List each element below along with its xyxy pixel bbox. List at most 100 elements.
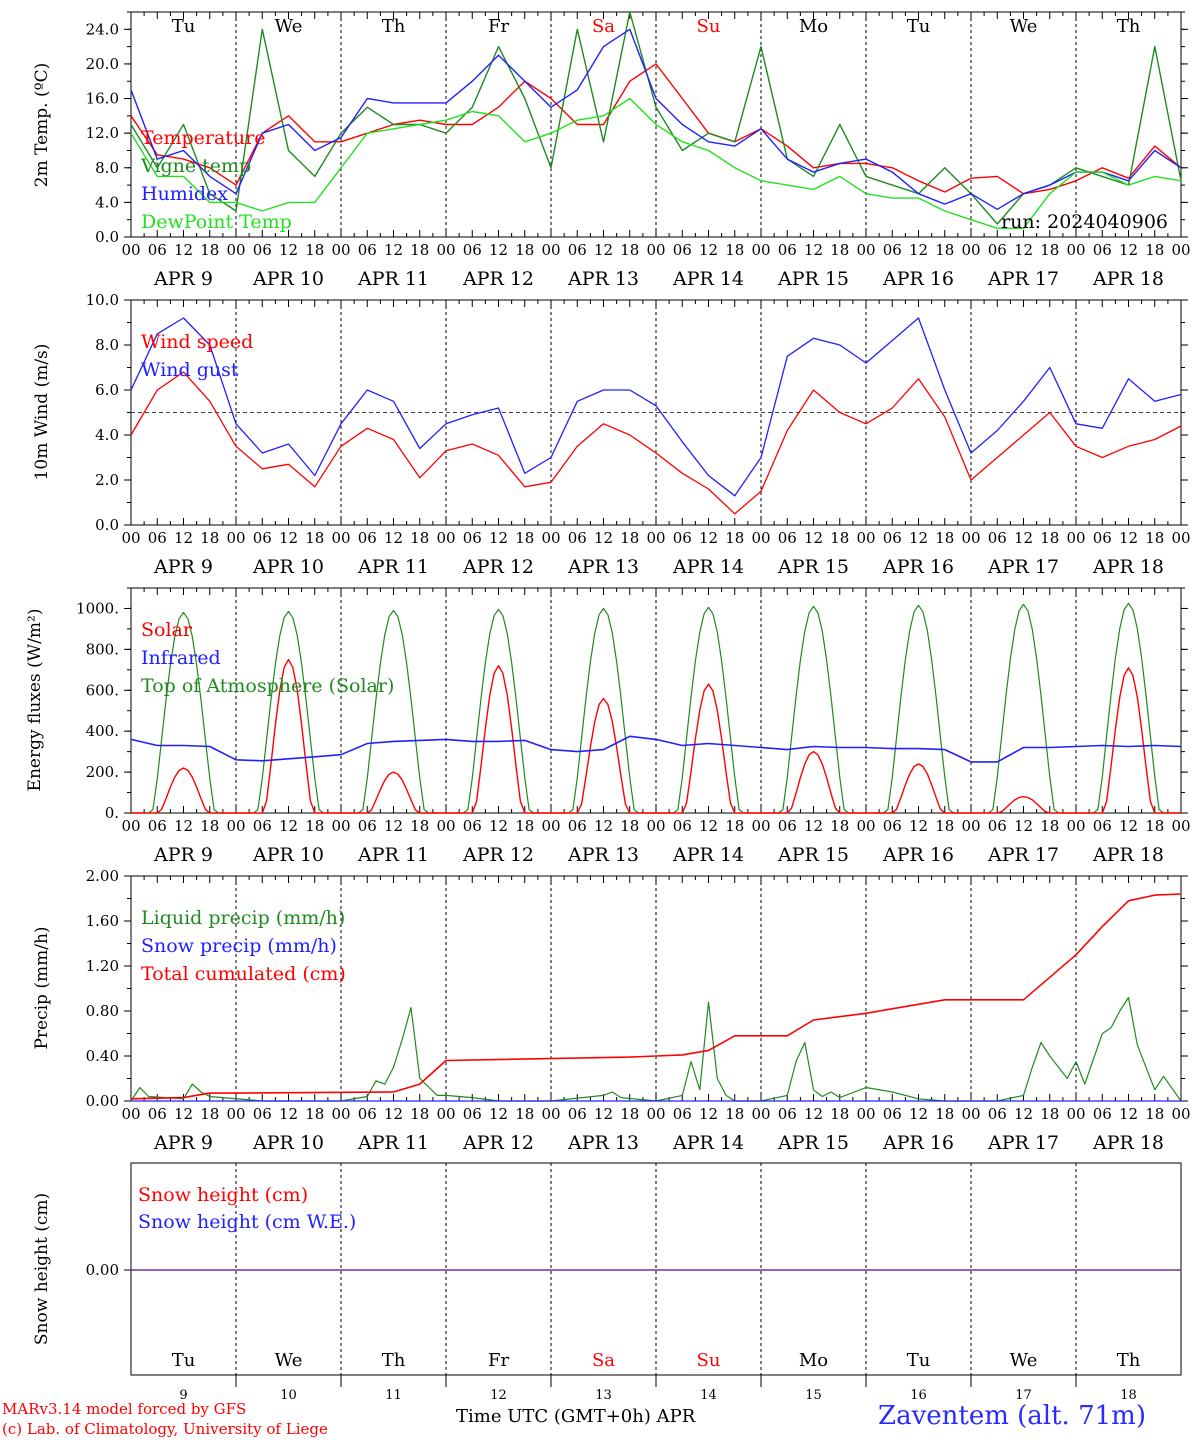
hour-tick-label: 00: [436, 529, 455, 547]
day-number-label: 13: [595, 1388, 612, 1403]
y-tick-label: 0.00: [86, 1092, 119, 1110]
hour-tick-label: 00: [856, 529, 875, 547]
hour-tick-label: 12: [279, 241, 298, 259]
hour-tick-label: 18: [200, 241, 219, 259]
hour-tick-label: 06: [673, 1105, 692, 1123]
weekday-label: Tu: [172, 16, 196, 37]
hour-tick-label: 06: [988, 1105, 1007, 1123]
y-tick-label: 20.0: [86, 55, 119, 73]
hour-tick-label: 12: [909, 241, 928, 259]
hour-tick-label: 06: [253, 529, 272, 547]
series-line-0: [130, 996, 1182, 1102]
legend-entry: Snow height (cm W.E.): [138, 1211, 356, 1233]
hour-tick-label: 18: [935, 817, 954, 835]
hour-tick-label: 12: [384, 529, 403, 547]
y-tick-label: 200.: [86, 763, 119, 781]
legend-entry: Wind gust: [141, 359, 239, 381]
hour-tick-label: 00: [331, 241, 350, 259]
y-axis-label: Snow height (cm): [32, 1193, 52, 1345]
y-tick-label: 0.: [105, 804, 119, 822]
hour-tick-label: 00: [961, 817, 980, 835]
date-label: APR 13: [567, 556, 639, 578]
date-label: APR 15: [777, 1132, 849, 1154]
day-number-label: 17: [1015, 1388, 1032, 1403]
hour-tick-label: 18: [410, 241, 429, 259]
date-label: APR 11: [357, 1132, 429, 1154]
hour-tick-label: 12: [594, 1105, 613, 1123]
weekday-label: Mo: [799, 1350, 828, 1371]
y-tick-label: 1000.: [76, 599, 119, 617]
hour-tick-label: 00: [331, 529, 350, 547]
hour-tick-label: 06: [148, 817, 167, 835]
hour-tick-label: 12: [1014, 241, 1033, 259]
hour-tick-label: 06: [568, 817, 587, 835]
hour-tick-label: 00: [541, 817, 560, 835]
hour-tick-label: 06: [463, 241, 482, 259]
hour-tick-label: 12: [174, 1105, 193, 1123]
hour-tick-label: 18: [935, 241, 954, 259]
day-number-label: 11: [385, 1388, 402, 1403]
weekday-label: We: [275, 1350, 303, 1371]
date-label: APR 18: [1092, 844, 1164, 866]
run-annotation: run: 2024040906: [1001, 211, 1168, 233]
weekday-label: We: [1010, 16, 1038, 37]
legend-entry: Liquid precip (mm/h): [141, 907, 345, 929]
hour-tick-label: 00: [961, 529, 980, 547]
legend-entry: Solar: [141, 619, 193, 641]
date-label: APR 14: [672, 268, 744, 290]
legend-entry: Total cumulated (cm): [141, 963, 346, 985]
hour-tick-label: 00: [226, 241, 245, 259]
hour-tick-label: 00: [1171, 529, 1190, 547]
hour-tick-label: 06: [988, 529, 1007, 547]
y-axis-label: 10m Wind (m/s): [32, 344, 52, 481]
hour-tick-label: 18: [620, 817, 639, 835]
weekday-label: Th: [1117, 1350, 1141, 1371]
y-tick-label: 0.80: [86, 1002, 119, 1020]
hour-tick-label: 00: [646, 529, 665, 547]
date-label: APR 18: [1092, 1132, 1164, 1154]
hour-tick-label: 18: [1040, 817, 1059, 835]
series-line-3: [130, 97, 1182, 230]
hour-tick-label: 00: [331, 1105, 350, 1123]
date-label: APR 14: [672, 844, 744, 866]
hour-tick-label: 18: [620, 1105, 639, 1123]
hour-tick-label: 18: [200, 529, 219, 547]
day-number-label: 15: [805, 1388, 822, 1403]
hour-tick-label: 18: [410, 1105, 429, 1123]
y-tick-label: 0.0: [95, 516, 119, 534]
date-label: APR 9: [153, 556, 213, 578]
hour-tick-label: 18: [725, 241, 744, 259]
date-label: APR 14: [672, 556, 744, 578]
hour-tick-label: 00: [331, 817, 350, 835]
hour-tick-label: 06: [778, 1105, 797, 1123]
weekday-label: We: [275, 16, 303, 37]
hour-tick-label: 12: [384, 241, 403, 259]
hour-tick-label: 12: [1014, 529, 1033, 547]
hour-tick-label: 00: [541, 529, 560, 547]
weekday-label: Th: [1117, 16, 1141, 37]
legend-entry: Temperature: [141, 127, 265, 149]
hour-tick-label: 12: [279, 1105, 298, 1123]
hour-tick-label: 18: [1040, 529, 1059, 547]
hour-tick-label: 06: [778, 817, 797, 835]
hour-tick-label: 00: [856, 241, 875, 259]
hour-tick-label: 00: [121, 529, 140, 547]
hour-tick-label: 18: [830, 529, 849, 547]
hour-tick-label: 00: [121, 1105, 140, 1123]
hour-tick-label: 18: [410, 529, 429, 547]
hour-tick-label: 18: [620, 529, 639, 547]
hour-tick-label: 06: [463, 1105, 482, 1123]
date-label: APR 17: [987, 1132, 1059, 1154]
series-line-2: [130, 28, 1182, 211]
hour-tick-label: 06: [253, 241, 272, 259]
hour-tick-label: 00: [436, 817, 455, 835]
hour-tick-label: 00: [1066, 529, 1085, 547]
y-tick-label: 12.0: [86, 124, 119, 142]
hour-tick-label: 06: [673, 529, 692, 547]
hour-tick-label: 18: [725, 529, 744, 547]
y-tick-label: 0.00: [86, 1261, 119, 1279]
weekday-label: Sa: [592, 16, 615, 37]
series-line-solar: [131, 658, 1181, 814]
hour-tick-label: 06: [883, 1105, 902, 1123]
hour-tick-label: 00: [226, 817, 245, 835]
